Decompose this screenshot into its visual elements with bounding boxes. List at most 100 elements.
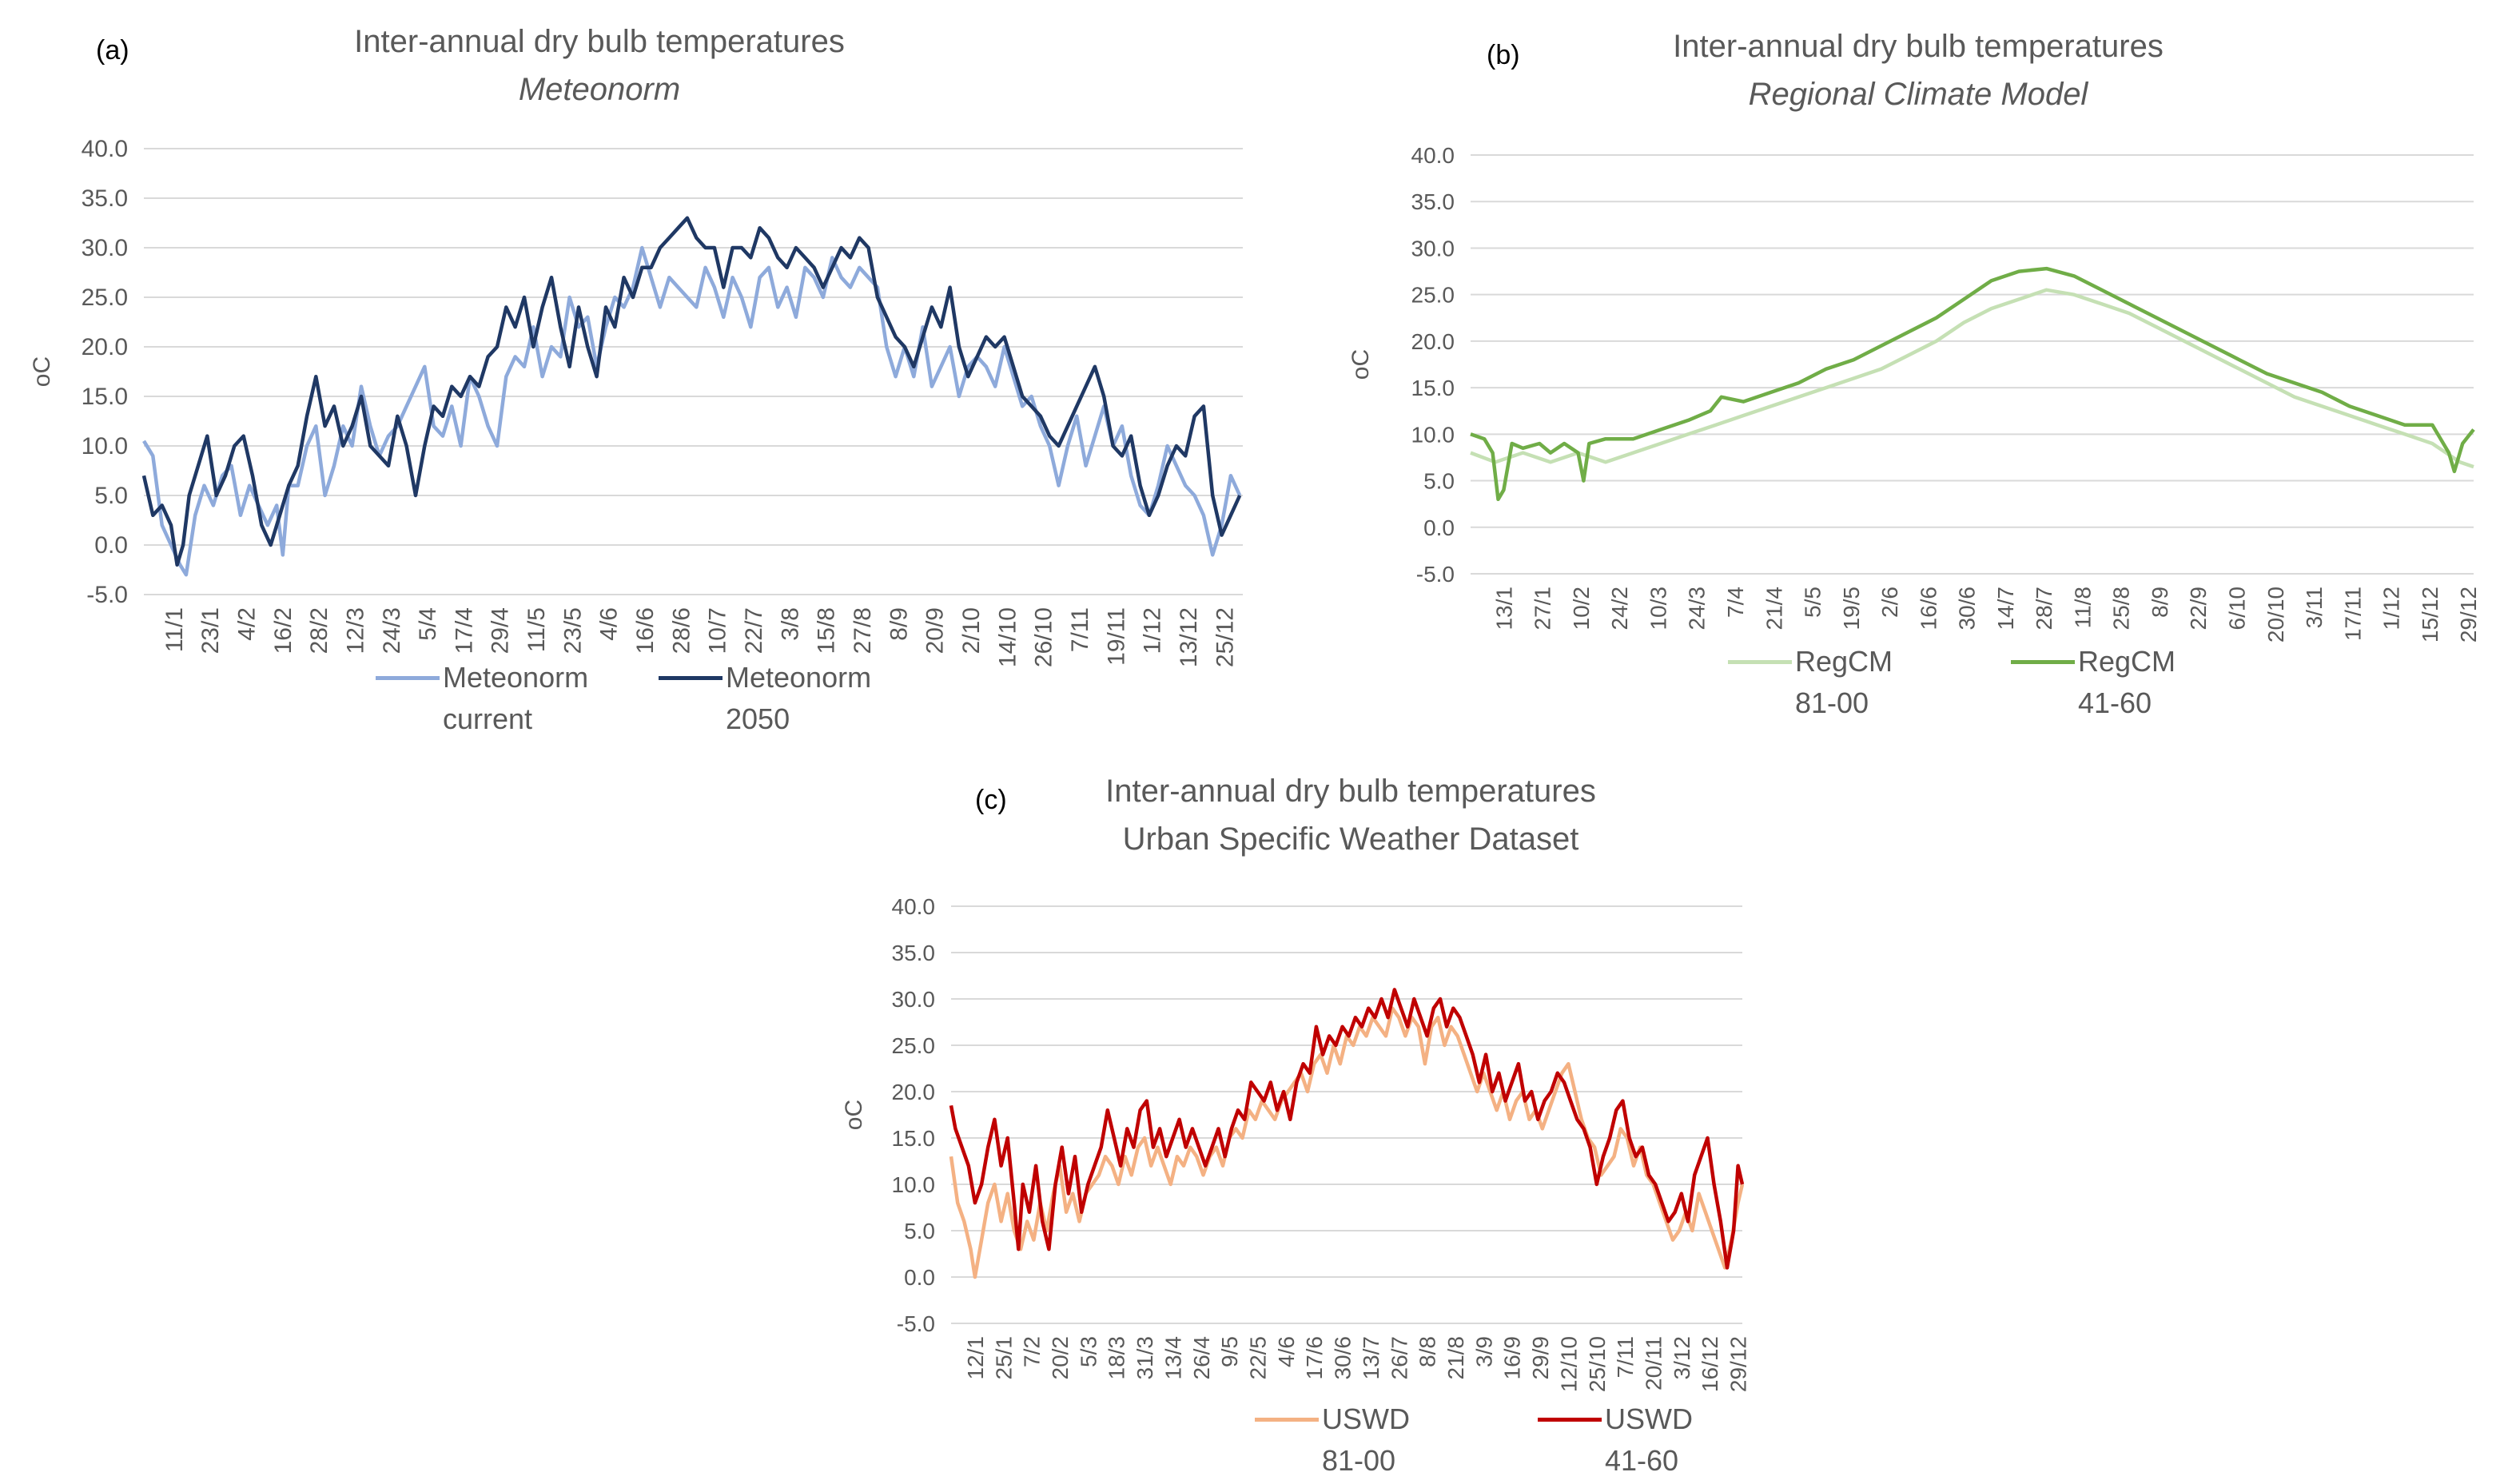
- y-tick-label: 35.0: [892, 941, 936, 965]
- chart-c-svg: -5.0 0.0 5.0 10.0 15.0 20.0 25.0 30.0 35.0 40.0 oC…: [841, 894, 1751, 1392]
- legend-a: Meteonorm current Meteonorm 2050: [376, 657, 910, 740]
- legend-label: RegCM 41-60: [2078, 641, 2262, 724]
- x-tick-label: 9/5: [1217, 1336, 1242, 1367]
- chart-subtitle-c: Urban Specific Weather Dataset: [1122, 822, 1579, 857]
- y-tick-label: 30.0: [892, 987, 936, 1012]
- x-tick-label: 18/3: [1105, 1336, 1129, 1380]
- y-tick-label: 20.0: [1411, 329, 1455, 354]
- legend-c: USWD 81-00 USWD 41-60: [1255, 1398, 1789, 1482]
- x-tick-label: 11/5: [523, 607, 550, 652]
- gridlines-a: [144, 148, 1243, 595]
- x-tick-label: 21/4: [1762, 587, 1786, 631]
- x-tick-label: 20/10: [2263, 587, 2288, 643]
- x-tick-label: 12/1: [963, 1336, 988, 1380]
- legend-label: Meteonorm current: [443, 657, 627, 740]
- x-tick-label: 17/11: [2340, 587, 2365, 641]
- gridlines-b: [1471, 154, 2474, 575]
- chart-subtitle-b: Regional Climate Model: [1748, 77, 2088, 112]
- x-tick-label: 12/10: [1556, 1336, 1581, 1392]
- chart-title-b-main: Inter-annual dry bulb temperatures: [1673, 29, 2164, 64]
- x-tick-label: 8/8: [1415, 1336, 1440, 1367]
- x-tick-label: 30/6: [1955, 587, 1980, 631]
- legend-label-line1: Meteonorm: [726, 661, 872, 694]
- x-tick-label: 6/10: [2224, 587, 2249, 631]
- x-tick-label: 26/10: [1031, 607, 1057, 667]
- x-tick-label: 13/4: [1160, 1336, 1185, 1380]
- x-tick-label: 11/8: [2070, 587, 2095, 628]
- x-tick-label: 23/5: [559, 607, 586, 654]
- x-tick-label: 3/11: [2302, 587, 2327, 628]
- panel-label-b: (b): [1487, 40, 1520, 70]
- x-tick-label: 15/8: [814, 607, 840, 654]
- series-line-a-2: [141, 216, 1242, 567]
- y-tick-label: 0.0: [904, 1265, 935, 1290]
- x-tick-label: 2/6: [1877, 587, 1902, 618]
- x-tick-label: 10/2: [1569, 587, 1594, 631]
- x-tick-label: 29/9: [1528, 1336, 1553, 1380]
- chart-title-a: Inter-annual dry bulb temperatures Meteo…: [232, 18, 967, 113]
- x-tick-label: 16/12: [1698, 1336, 1722, 1392]
- legend-label: RegCM 81-00: [1795, 641, 1979, 724]
- series-line-c-1: [949, 1006, 1745, 1279]
- y-tick-label: 25.0: [1411, 283, 1455, 308]
- x-tick-label: 15/12: [2418, 587, 2442, 643]
- chart-a-svg: -5.0 0.0 5.0 10.0 15.0 20.0 25.0 30.0 35.0 40.0 oC…: [29, 136, 1243, 667]
- x-tick-label: 27/1: [1531, 587, 1555, 631]
- x-tick-label: 16/6: [632, 607, 659, 654]
- series-line-a-1: [142, 245, 1242, 577]
- y-tick-label: 5.0: [904, 1219, 935, 1243]
- x-tick-label: 25/12: [1212, 607, 1238, 667]
- legend-swatch: [659, 676, 723, 680]
- legend-swatch: [1538, 1418, 1602, 1422]
- y-tick-label: 15.0: [892, 1126, 936, 1151]
- legend-item: USWD 81-00: [1255, 1398, 1506, 1482]
- legend-swatch: [376, 676, 440, 680]
- x-tick-label: 19/5: [1839, 587, 1864, 631]
- y-tick-label: 10.0: [892, 1172, 936, 1197]
- y-tick-label: 25.0: [892, 1033, 936, 1058]
- chart-panel-a: (a) Inter-annual dry bulb temperatures M…: [0, 0, 1255, 743]
- y-tick-label: 35.0: [82, 185, 128, 212]
- y-tick-label: 10.0: [1411, 422, 1455, 447]
- x-tick-label: 19/11: [1103, 607, 1129, 666]
- legend-label-line2: 81-00: [1795, 686, 1869, 719]
- x-tick-label: 28/6: [668, 607, 695, 654]
- x-tick-label: 4/6: [1274, 1336, 1299, 1367]
- x-tick-label: 17/6: [1302, 1336, 1327, 1380]
- x-tick-label: 28/7: [2032, 587, 2056, 631]
- chart-title-b: Inter-annual dry bulb temperatures Regio…: [1559, 22, 2278, 118]
- x-tick-label: 13/1: [1491, 587, 1516, 631]
- x-tick-label: 16/9: [1500, 1336, 1525, 1380]
- chart-title-a-main: Inter-annual dry bulb temperatures: [354, 24, 845, 59]
- legend-item: RegCM 81-00: [1728, 641, 1979, 724]
- legend-label-line2: current: [443, 702, 533, 735]
- x-tick-label: 5/5: [1801, 587, 1825, 618]
- series-line-c-2: [949, 988, 1745, 1270]
- series-line-b-2: [1470, 266, 2475, 502]
- x-tick-label: 7/11: [1067, 607, 1093, 652]
- y-tick-label: 20.0: [892, 1080, 936, 1104]
- y-axis-label: oC: [1348, 349, 1374, 380]
- legend-swatch: [1255, 1418, 1319, 1422]
- x-tick-label: 25/1: [991, 1336, 1016, 1380]
- x-tick-label: 5/3: [1076, 1336, 1101, 1367]
- x-tick-label: 22/5: [1245, 1336, 1270, 1380]
- x-tick-label: 10/7: [705, 607, 731, 654]
- panel-label-a: (a): [96, 35, 129, 66]
- legend-label-line1: USWD: [1605, 1402, 1693, 1435]
- x-tick-label: 23/1: [197, 607, 224, 654]
- legend-label: USWD 41-60: [1605, 1398, 1789, 1482]
- x-tick-label: 4/6: [596, 607, 623, 641]
- legend-label-line1: RegCM: [2078, 645, 2176, 678]
- x-tick-label: 1/12: [2379, 587, 2404, 631]
- x-tick-label: 25/8: [2109, 587, 2134, 631]
- legend-label-line1: RegCM: [1795, 645, 1893, 678]
- y-tick-label: 10.0: [82, 433, 128, 460]
- legend-label-line2: 81-00: [1322, 1444, 1396, 1477]
- y-tick-label: 40.0: [892, 894, 936, 919]
- chart-title-c-main: Inter-annual dry bulb temperatures: [1105, 774, 1596, 809]
- y-tick-label: -5.0: [86, 582, 128, 608]
- x-tick-label: 12/3: [342, 607, 368, 654]
- x-tick-label: 20/9: [922, 607, 949, 654]
- legend-label-line2: 2050: [726, 702, 790, 735]
